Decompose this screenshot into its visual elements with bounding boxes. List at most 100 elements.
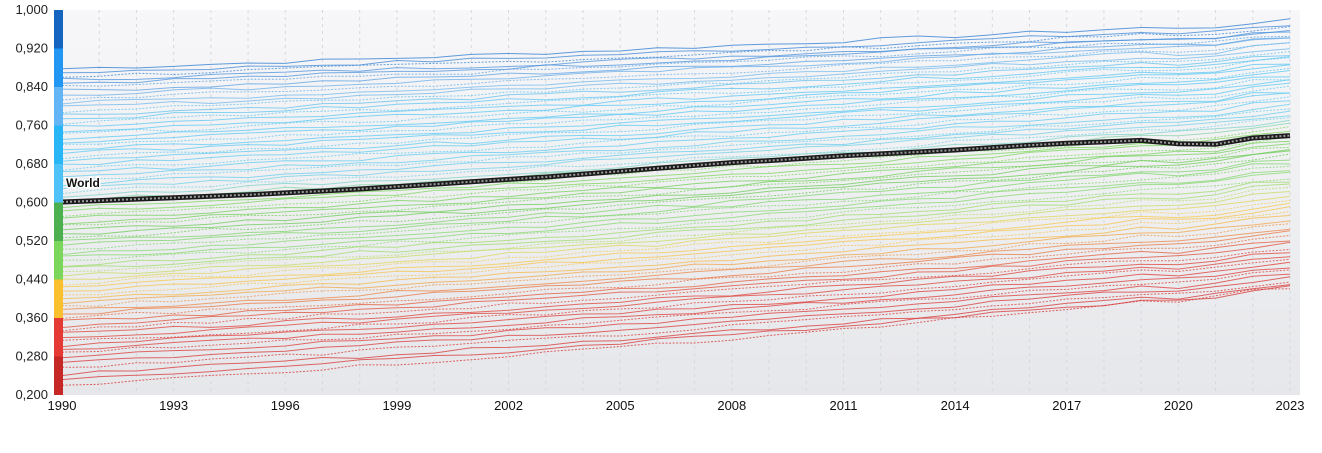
country-series-line[interactable] [61, 55, 1291, 115]
x-tick-label: 2005 [606, 398, 635, 413]
country-series-line[interactable] [61, 96, 1291, 171]
color-scale-segment [54, 10, 63, 49]
country-series-line[interactable] [61, 117, 1291, 195]
country-series-line[interactable] [61, 79, 1291, 145]
y-tick-label: 0,760 [15, 118, 48, 133]
y-tick-label: 0,840 [15, 79, 48, 94]
country-series-line[interactable] [61, 29, 1291, 84]
country-series-line[interactable] [61, 18, 1291, 70]
country-series-line[interactable] [61, 223, 1291, 307]
country-series-line[interactable] [61, 206, 1291, 292]
country-series-line[interactable] [61, 163, 1291, 246]
country-series-line[interactable] [61, 103, 1291, 178]
country-series-line[interactable] [61, 37, 1291, 96]
country-series-line[interactable] [61, 284, 1291, 377]
color-scale-segment [54, 87, 63, 126]
country-series-line[interactable] [61, 170, 1291, 256]
country-series-line[interactable] [61, 119, 1291, 198]
country-series-line[interactable] [61, 235, 1291, 319]
country-series-line[interactable] [61, 108, 1291, 181]
y-tick-label: 0,520 [15, 233, 48, 248]
country-series-line[interactable] [61, 269, 1291, 353]
country-series-line[interactable] [61, 211, 1291, 296]
country-series-line[interactable] [61, 110, 1291, 187]
country-series-line[interactable] [61, 241, 1291, 329]
country-series-line[interactable] [61, 100, 1291, 172]
color-scale-segment [54, 279, 63, 318]
country-series-line[interactable] [61, 115, 1291, 190]
country-series-line[interactable] [61, 150, 1291, 235]
country-series-line[interactable] [61, 166, 1291, 250]
color-scale-segment [54, 241, 63, 280]
world-series-line[interactable] [61, 134, 1291, 203]
country-series-line[interactable] [61, 195, 1291, 280]
country-series-line[interactable] [61, 220, 1291, 305]
series-lines [61, 18, 1291, 386]
country-series-line[interactable] [61, 273, 1291, 359]
axes: 0,200 0,280 0,360 0,440 0,520 0,600 0,680 0,760… [15, 2, 1304, 413]
world-series[interactable]: World [61, 133, 1291, 205]
color-scale-segment [54, 48, 63, 87]
country-series-line[interactable] [61, 134, 1291, 212]
country-series-line[interactable] [61, 261, 1291, 348]
country-series-line[interactable] [61, 149, 1291, 231]
country-series-line[interactable] [61, 91, 1291, 162]
x-tick-label: 2017 [1052, 398, 1081, 413]
country-series-line[interactable] [61, 63, 1291, 127]
y-tick-label: 0,680 [15, 156, 48, 171]
country-series-line[interactable] [61, 191, 1291, 277]
country-series-line[interactable] [61, 82, 1291, 154]
country-series-line[interactable] [61, 143, 1291, 225]
country-series-line[interactable] [61, 130, 1291, 209]
country-series-line[interactable] [61, 171, 1291, 257]
country-series-line[interactable] [61, 140, 1291, 219]
country-series-line[interactable] [61, 35, 1291, 87]
country-series-line[interactable] [61, 178, 1291, 261]
country-series-line[interactable] [61, 92, 1291, 166]
y-tick-label: 1,000 [15, 2, 48, 17]
x-tick-label: 1999 [382, 398, 411, 413]
country-series-line[interactable] [61, 202, 1291, 288]
country-series-line[interactable] [61, 258, 1291, 341]
country-series-line[interactable] [61, 48, 1291, 107]
country-series-line[interactable] [61, 267, 1291, 350]
color-scale-segment [54, 356, 63, 395]
country-series-line[interactable] [61, 199, 1291, 286]
country-series-line[interactable] [61, 186, 1291, 273]
country-series-line[interactable] [61, 249, 1291, 332]
country-series-line[interactable] [61, 230, 1291, 315]
x-tick-label: 2020 [1164, 398, 1193, 413]
country-series-line[interactable] [61, 215, 1291, 300]
y-tick-label: 0,360 [15, 310, 48, 325]
country-series-line[interactable] [61, 79, 1291, 151]
country-series-line[interactable] [61, 288, 1291, 386]
country-series-line[interactable] [61, 76, 1291, 144]
country-series-line[interactable] [61, 153, 1291, 239]
country-series-line[interactable] [61, 281, 1291, 368]
country-series-line[interactable] [61, 183, 1291, 268]
country-series-line[interactable] [61, 252, 1291, 333]
country-series-line[interactable] [61, 228, 1291, 310]
x-tick-label: 1990 [48, 398, 77, 413]
country-series-line[interactable] [61, 240, 1291, 321]
country-series-line[interactable] [61, 85, 1291, 160]
country-series-line[interactable] [61, 276, 1291, 363]
country-series-line[interactable] [61, 56, 1291, 120]
y-tick-label: 0,280 [15, 349, 48, 364]
color-scale-bar [54, 10, 63, 395]
country-series-line[interactable] [61, 67, 1291, 134]
country-series-line[interactable] [61, 146, 1291, 226]
country-series-line[interactable] [61, 70, 1291, 140]
x-tick-label: 2014 [941, 398, 970, 413]
country-series-line[interactable] [61, 64, 1291, 133]
country-series-line[interactable] [61, 37, 1291, 91]
country-series-line[interactable] [61, 25, 1291, 74]
country-series-line[interactable] [61, 136, 1291, 217]
country-series-line[interactable] [61, 181, 1290, 267]
country-series-line[interactable] [61, 42, 1291, 105]
country-series-line[interactable] [61, 159, 1291, 241]
x-tick-label: 2002 [494, 398, 523, 413]
country-series-line[interactable] [61, 285, 1291, 381]
color-scale-segment [54, 164, 63, 203]
country-series-line[interactable] [61, 256, 1291, 339]
